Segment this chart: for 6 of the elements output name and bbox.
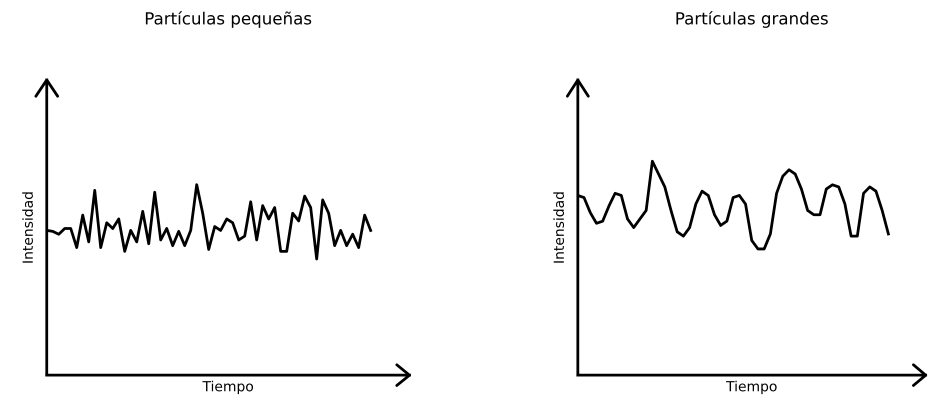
- y-axis-title: Intensidad: [22, 192, 33, 263]
- chart-title: Partículas grandes: [676, 11, 828, 28]
- x-axis-title: Tiempo: [726, 380, 777, 394]
- chart-title: Partículas pequeñas: [146, 11, 312, 28]
- x-axis-title: Tiempo: [202, 380, 254, 394]
- y-axis-title: Intensidad: [553, 192, 564, 263]
